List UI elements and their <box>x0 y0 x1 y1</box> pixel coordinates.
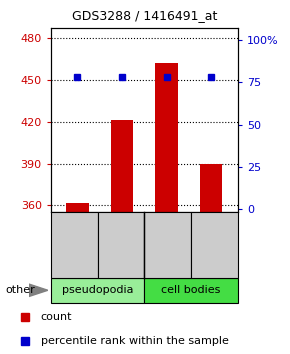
FancyBboxPatch shape <box>51 278 144 303</box>
Text: GDS3288 / 1416491_at: GDS3288 / 1416491_at <box>72 10 218 22</box>
Text: cell bodies: cell bodies <box>161 285 221 295</box>
Text: other: other <box>6 285 36 295</box>
Text: GSM258091: GSM258091 <box>162 218 172 277</box>
Text: GSM258093: GSM258093 <box>206 218 216 277</box>
Polygon shape <box>29 284 48 297</box>
Text: pseudopodia: pseudopodia <box>62 285 133 295</box>
Bar <box>155 63 178 212</box>
Bar <box>111 120 133 212</box>
Bar <box>66 202 89 212</box>
Text: percentile rank within the sample: percentile rank within the sample <box>41 336 229 346</box>
Text: GSM258090: GSM258090 <box>72 218 82 277</box>
Bar <box>200 164 222 212</box>
Text: count: count <box>41 312 72 322</box>
Text: GSM258092: GSM258092 <box>117 218 127 277</box>
FancyBboxPatch shape <box>144 278 238 303</box>
